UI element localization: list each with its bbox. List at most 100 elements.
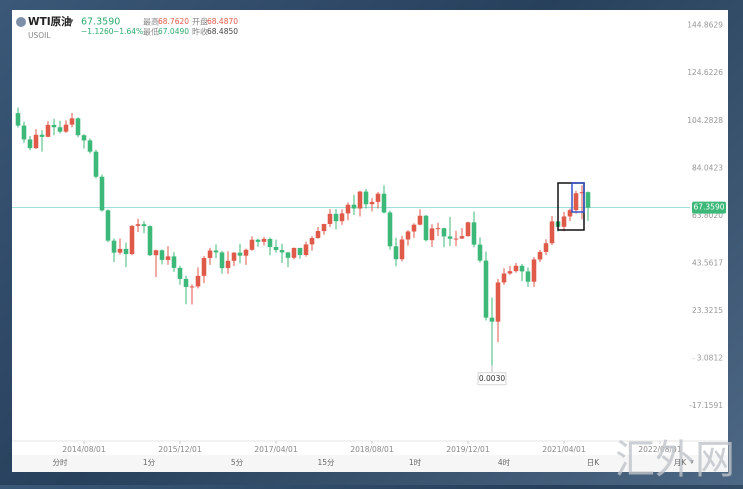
toolbar-button[interactable]: 1分	[143, 458, 156, 467]
candle-body	[525, 271, 531, 282]
candle-body	[537, 251, 543, 260]
candle-body	[111, 240, 117, 253]
candle-body	[141, 224, 147, 227]
x-tick-label: 2019/12/01	[446, 445, 489, 454]
candle-body	[567, 210, 573, 217]
candle-body	[57, 127, 63, 132]
dropdown-caret: ▾	[690, 457, 694, 466]
candle-body	[249, 239, 255, 250]
candle-body	[219, 252, 225, 269]
candle-body	[423, 215, 429, 241]
x-tick-label: 2017/04/01	[254, 445, 297, 454]
candle-body	[213, 250, 219, 253]
candle-body	[435, 228, 441, 230]
candle-body	[45, 124, 51, 137]
toolbar-button[interactable]: 5分	[231, 458, 244, 467]
toolbar-button[interactable]: 4时	[498, 457, 511, 467]
toolbar-button[interactable]: 分时	[53, 457, 68, 467]
toolbar-bg	[12, 455, 728, 472]
last-price-tag	[692, 201, 726, 214]
y-tick-label: 3.0812	[697, 354, 723, 363]
symbol-name[interactable]: WTI原油	[28, 15, 72, 28]
candle-body	[279, 250, 285, 253]
candle-body	[291, 247, 297, 258]
candle-body	[309, 238, 315, 245]
candle-body	[453, 238, 459, 240]
x-tick-label: 2018/08/01	[350, 445, 393, 454]
candle-body	[387, 212, 393, 247]
watermark: 汇外网	[615, 437, 735, 483]
candle-body	[123, 248, 129, 255]
stat-value: 68.4870	[207, 17, 238, 26]
candle-body	[69, 118, 75, 125]
candle-body	[255, 239, 261, 242]
toolbar-button[interactable]: 日K	[587, 458, 600, 467]
candle-body	[573, 193, 579, 211]
candle-body	[369, 201, 375, 205]
toolbar-button[interactable]: 1时	[409, 457, 422, 467]
candle-body	[129, 225, 135, 255]
candle-body	[201, 258, 207, 276]
stat-value: 67.0490	[158, 27, 189, 36]
candle-body	[339, 213, 345, 222]
candle-body	[243, 249, 249, 256]
candle-body	[15, 113, 21, 126]
candle-body	[381, 193, 387, 213]
stat-label: 最低	[143, 27, 159, 37]
candle-body	[33, 134, 39, 149]
plot: -17.1591 3.0812 23.3215 43.5617 63.8020 84.04…	[12, 21, 726, 454]
candle-body	[531, 259, 537, 282]
candle-body	[441, 228, 447, 237]
symbol-code: USOIL	[28, 31, 51, 40]
candle-body	[459, 236, 465, 239]
last-price-label: 67.3590	[693, 203, 724, 212]
change: −1.1260	[81, 27, 114, 36]
candle-body	[267, 239, 273, 247]
y-tick-label: 43.5617	[692, 259, 723, 268]
candle-body	[75, 118, 81, 136]
candle-body	[549, 221, 555, 244]
candle-body	[561, 216, 567, 227]
dropdown-caret: ▼	[68, 18, 74, 26]
candle-body	[501, 273, 507, 283]
candle-body	[513, 265, 519, 272]
toolbar-button[interactable]: 15分	[317, 458, 335, 467]
toolbar-button[interactable]: 月K	[674, 458, 687, 467]
candle-body	[153, 250, 159, 256]
candle-body	[87, 140, 93, 152]
y-tick-label: 124.6226	[687, 68, 723, 77]
candle-body	[519, 265, 525, 272]
candle-body	[447, 236, 453, 239]
candle-body	[321, 223, 327, 232]
candle-body	[159, 250, 165, 260]
candle-body	[357, 191, 363, 209]
price: 67.3590	[81, 17, 120, 28]
y-tick-label: 144.8629	[687, 21, 723, 30]
candle-body	[135, 224, 141, 226]
candle-body	[195, 275, 201, 287]
candle-body	[297, 247, 303, 255]
candle-body	[417, 215, 423, 225]
candle-body	[285, 252, 291, 258]
y-tick-label: 23.3215	[692, 306, 723, 315]
candle-body	[261, 239, 267, 242]
candle-body	[489, 317, 495, 322]
highlight-box	[571, 182, 585, 213]
candle-body	[483, 260, 489, 318]
candle-body	[375, 193, 381, 202]
candle-body	[465, 222, 471, 237]
y-tick-label: 104.2828	[687, 116, 723, 125]
candle-body	[273, 246, 279, 251]
candle-body	[411, 224, 417, 232]
stat-value: 68.4850	[207, 27, 238, 36]
candle-body	[543, 243, 549, 252]
annotation-box	[477, 372, 507, 386]
candle-body	[399, 239, 405, 260]
candle-body	[477, 244, 483, 261]
candle-body	[147, 226, 153, 256]
candle-body	[303, 244, 309, 255]
candle-body	[585, 192, 591, 208]
y-tick-label: 63.8020	[692, 211, 723, 220]
candle-body	[237, 252, 243, 256]
candle-body	[171, 256, 177, 268]
